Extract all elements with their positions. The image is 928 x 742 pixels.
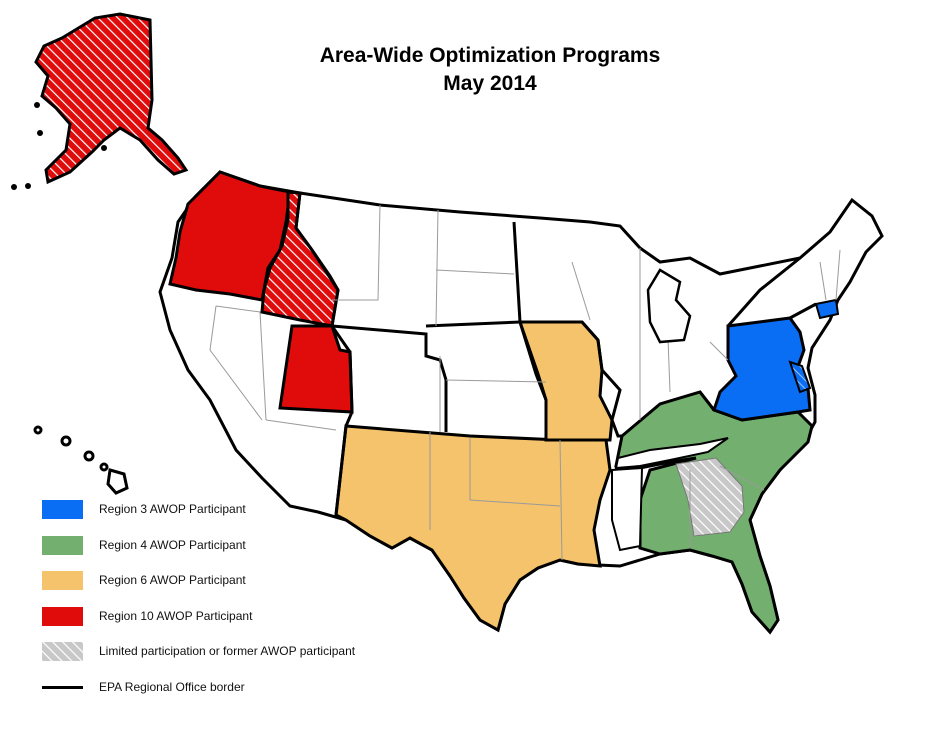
legend-region3: Region 3 AWOP Participant (42, 500, 355, 536)
georgia (675, 457, 745, 537)
region3-midatlantic (712, 316, 812, 422)
legend-swatch-region4 (42, 535, 83, 555)
delaware-maryland (788, 360, 812, 394)
legend-swatch-hatched (42, 642, 83, 662)
legend-label: Region 10 AWOP Participant (99, 608, 253, 623)
legend-region6: Region 6 AWOP Participant (42, 571, 355, 607)
alaska (11, 12, 189, 190)
legend-label: Limited participation or former AWOP par… (99, 644, 356, 659)
legend-swatch-border (42, 685, 83, 689)
legend-swatch-region3 (42, 500, 83, 519)
legend-swatch-region6 (42, 571, 83, 591)
legend-border: EPA Regional Office border (42, 678, 355, 714)
legend-label: Region 4 AWOP Participant (99, 537, 246, 552)
legend: Region 3 AWOP Participant Region 4 AWOP … (42, 500, 355, 714)
map-subtitle: May 2014 (443, 72, 537, 95)
legend-region4: Region 4 AWOP Participant (42, 535, 355, 572)
michigan (646, 268, 692, 344)
state-lines (209, 204, 841, 561)
epa-region-borders (294, 192, 817, 516)
mississippi (611, 466, 644, 552)
legend-swatch-region10 (42, 606, 83, 626)
tennessee (614, 437, 729, 470)
legend-label: Region 6 AWOP Participant (99, 573, 246, 588)
legend-hatched: Limited participation or former AWOP par… (42, 642, 355, 678)
legend-label: EPA Regional Office border (99, 679, 245, 694)
region6-southwest (334, 424, 612, 633)
connecticut (814, 298, 840, 320)
hawaii (33, 425, 129, 495)
legend-region10: Region 10 AWOP Participant (42, 606, 355, 643)
map-title: Area-Wide Optimization Programs (319, 44, 661, 67)
legend-label: Region 3 AWOP Participant (99, 502, 246, 516)
